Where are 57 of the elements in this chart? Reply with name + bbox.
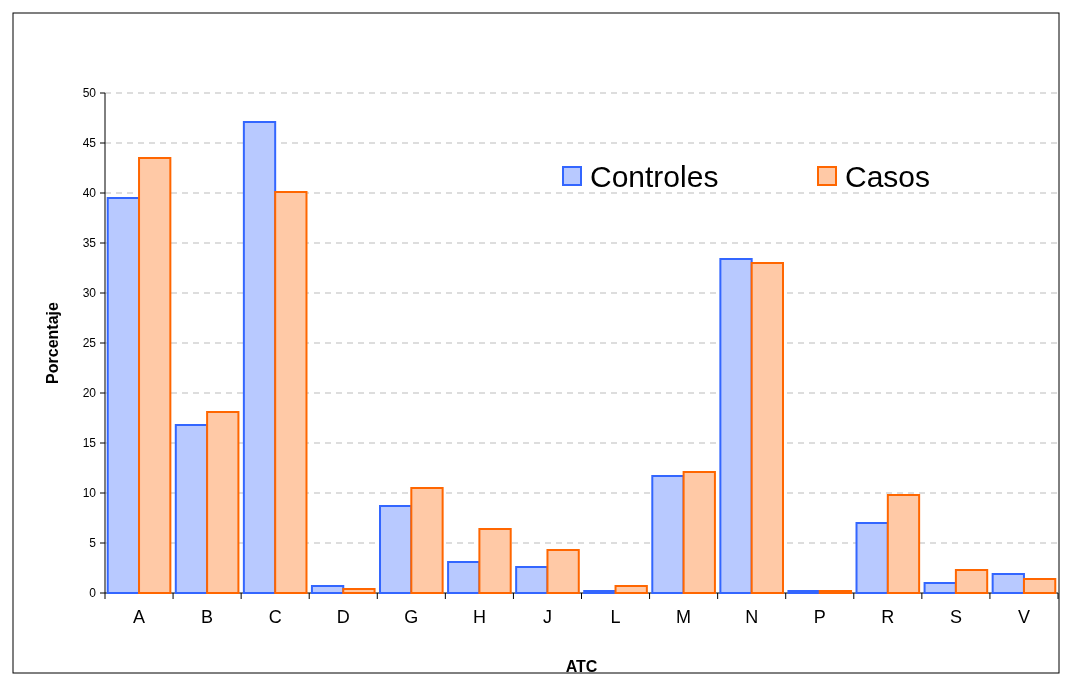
x-tick-label: D: [336, 607, 350, 627]
bar: [342, 588, 376, 594]
bar: [379, 505, 413, 594]
x-axis-title: ATC: [565, 658, 598, 675]
bar: [310, 585, 345, 594]
bar: [991, 573, 1025, 594]
bar: [174, 424, 209, 594]
bar: [682, 471, 716, 594]
x-tick-label: M: [676, 607, 692, 627]
bar: [818, 590, 853, 594]
y-tick-label: 25: [82, 336, 97, 351]
y-tick-label: 40: [82, 186, 97, 201]
x-tick-label: J: [542, 607, 552, 627]
bar: [515, 566, 549, 594]
bar: [106, 197, 141, 594]
y-tick-label: 30: [82, 286, 97, 301]
bar: [274, 191, 308, 594]
bar: [546, 549, 580, 594]
x-tick-label: H: [472, 607, 486, 627]
bar: [750, 262, 784, 594]
bar: [447, 561, 481, 594]
bar: [923, 582, 957, 594]
bar: [1022, 578, 1057, 594]
bar: [206, 411, 240, 594]
bar: [886, 494, 921, 594]
bar: [954, 569, 989, 594]
y-tick-label: 35: [82, 236, 97, 251]
bar: [242, 121, 277, 594]
bar: [583, 590, 617, 594]
bar: [719, 258, 753, 594]
bar: [855, 522, 889, 594]
x-tick-label: N: [745, 607, 759, 627]
y-tick-label: 5: [89, 536, 97, 551]
x-tick-label: P: [813, 607, 826, 627]
legend-label: Controles: [590, 159, 719, 193]
bar: [138, 157, 172, 594]
y-tick-label: 20: [82, 386, 97, 401]
y-tick-label: 10: [82, 486, 97, 501]
y-tick-label: 45: [82, 136, 97, 151]
x-tick-label: L: [610, 607, 621, 627]
bar: [651, 475, 685, 594]
y-tick-label: 50: [82, 86, 97, 101]
bar: [478, 528, 512, 594]
x-tick-label: S: [949, 607, 962, 627]
legend-label: Casos: [845, 159, 931, 193]
y-tick-label: 0: [89, 586, 97, 601]
x-tick-label: C: [268, 607, 282, 627]
x-tick-label: A: [133, 607, 146, 627]
x-tick-label: V: [1017, 607, 1030, 627]
x-tick-label: B: [201, 607, 214, 627]
bar: [614, 585, 648, 594]
x-tick-label: R: [881, 607, 895, 627]
bar: [787, 590, 821, 594]
bar: [410, 487, 444, 594]
y-axis-title: Porcentaje: [44, 301, 61, 384]
x-tick-label: G: [404, 607, 419, 627]
y-tick-label: 15: [82, 436, 97, 451]
